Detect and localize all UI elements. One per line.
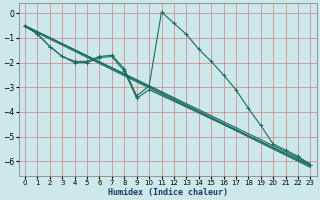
X-axis label: Humidex (Indice chaleur): Humidex (Indice chaleur) — [108, 188, 228, 197]
